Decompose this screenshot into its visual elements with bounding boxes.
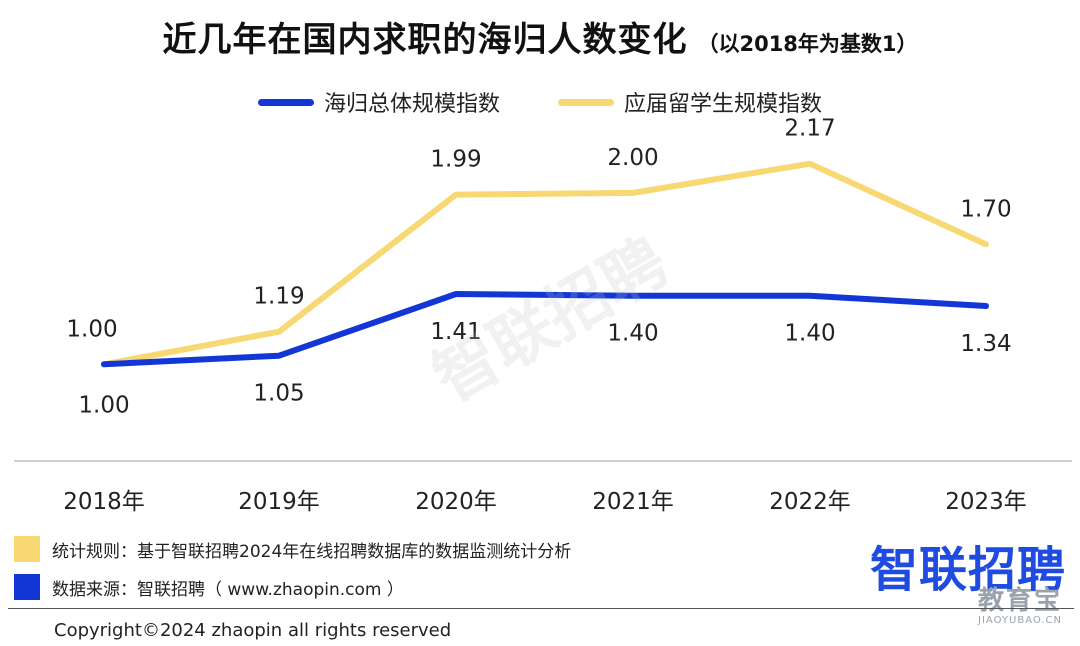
chart-title-row: 近几年在国内求职的海归人数变化 （以2018年为基数1） bbox=[0, 12, 1080, 61]
corner-watermark-main: 教育宝 bbox=[977, 586, 1062, 616]
data-label-fresh-graduates-3: 2.00 bbox=[607, 145, 658, 171]
legend-item-overseas-total: 海归总体规模指数 bbox=[257, 86, 500, 118]
legend-label-overseas-total: 海归总体规模指数 bbox=[323, 92, 500, 117]
note-rule-text: 统计规则：基于智联招聘2024年在线招聘数据库的数据监测统计分析 bbox=[52, 541, 572, 562]
data-label-fresh-graduates-5: 1.70 bbox=[960, 196, 1011, 222]
note-source-text: 数据来源：智联招聘（ www.zhaopin.com ） bbox=[52, 579, 404, 600]
legend-swatch-overseas-total bbox=[257, 98, 314, 106]
data-label-overseas-total-3: 1.40 bbox=[607, 321, 658, 347]
corner-watermark-sub: JIAOYUBAO.CN bbox=[978, 615, 1062, 626]
x-tick-label-4: 2022年 bbox=[769, 489, 851, 515]
corner-watermark: 教育宝 JIAOYUBAO.CN bbox=[978, 580, 1062, 626]
data-label-overseas-total-4: 1.40 bbox=[784, 321, 835, 347]
legend-label-fresh-graduates: 应届留学生规模指数 bbox=[624, 92, 823, 117]
data-label-overseas-total-1: 1.05 bbox=[253, 381, 304, 407]
x-tick-label-5: 2023年 bbox=[945, 489, 1027, 515]
x-tick-label-2: 2020年 bbox=[415, 489, 497, 515]
chart-legend: 海归总体规模指数 应届留学生规模指数 bbox=[0, 86, 1080, 118]
footer-divider bbox=[8, 608, 1074, 609]
footnotes: 统计规则：基于智联招聘2024年在线招聘数据库的数据监测统计分析 数据来源：智联… bbox=[14, 534, 571, 610]
chart-subtitle: （以2018年为基数1） bbox=[697, 32, 918, 56]
x-tick-label-0: 2018年 bbox=[63, 489, 145, 515]
data-label-overseas-total-5: 1.34 bbox=[960, 331, 1011, 357]
legend-item-fresh-graduates: 应届留学生规模指数 bbox=[558, 86, 822, 118]
data-label-overseas-total-0: 1.00 bbox=[78, 392, 129, 418]
data-label-fresh-graduates-4: 2.17 bbox=[784, 116, 835, 142]
note-data-source: 数据来源：智联招聘（ www.zhaopin.com ） bbox=[14, 572, 571, 602]
line-chart: 1.00 1.05 1.41 1.40 1.40 1.34 1.00 1.19 1.99 2.00… bbox=[14, 116, 1072, 515]
data-label-overseas-total-2: 1.41 bbox=[430, 319, 481, 345]
note-statistics-rule: 统计规则：基于智联招聘2024年在线招聘数据库的数据监测统计分析 bbox=[14, 534, 571, 564]
x-tick-label-1: 2019年 bbox=[238, 489, 320, 515]
data-label-fresh-graduates-0: 1.00 bbox=[66, 316, 117, 342]
data-label-fresh-graduates-1: 1.19 bbox=[253, 284, 304, 310]
copyright-text: Copyright©2024 zhaopin all rights reserv… bbox=[54, 620, 452, 641]
series-line-fresh-graduates bbox=[101, 160, 989, 368]
data-label-fresh-graduates-2: 1.99 bbox=[430, 147, 481, 173]
note-rule-swatch bbox=[14, 536, 40, 562]
legend-swatch-fresh-graduates bbox=[558, 98, 614, 106]
note-source-swatch bbox=[14, 574, 40, 600]
zhaopin-logo: 智联招聘 bbox=[869, 542, 1066, 598]
series-line-overseas-total bbox=[101, 291, 989, 368]
x-tick-label-3: 2021年 bbox=[592, 489, 674, 515]
chart-title: 近几年在国内求职的海归人数变化 bbox=[162, 20, 688, 60]
